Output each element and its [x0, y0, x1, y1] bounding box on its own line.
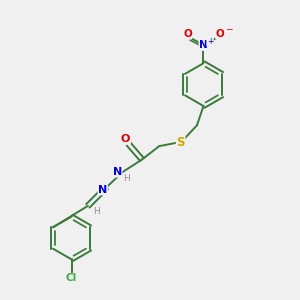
Text: H: H [93, 207, 100, 216]
Text: −: − [225, 24, 232, 33]
Text: O: O [183, 29, 192, 39]
Text: H: H [123, 174, 130, 183]
Text: Cl: Cl [66, 273, 77, 284]
Text: S: S [176, 136, 185, 149]
Text: N: N [113, 167, 122, 177]
Text: N: N [199, 40, 208, 50]
Text: +: + [207, 37, 213, 46]
Text: O: O [216, 29, 224, 39]
Text: N: N [98, 185, 107, 195]
Text: O: O [121, 134, 130, 144]
